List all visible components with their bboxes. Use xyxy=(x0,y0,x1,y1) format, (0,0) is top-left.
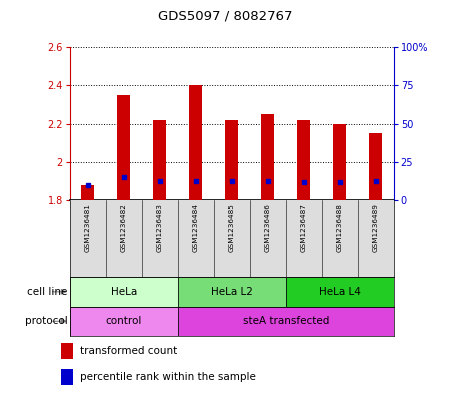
Bar xyxy=(117,95,130,200)
Text: GSM1236484: GSM1236484 xyxy=(193,203,199,252)
Bar xyxy=(286,277,394,307)
Bar xyxy=(153,120,166,200)
Text: GSM1236486: GSM1236486 xyxy=(265,203,271,252)
Bar xyxy=(178,277,286,307)
Text: steA transfected: steA transfected xyxy=(243,316,329,326)
Text: GSM1236489: GSM1236489 xyxy=(373,203,379,252)
Bar xyxy=(81,185,94,200)
Text: protocol: protocol xyxy=(25,316,68,326)
Bar xyxy=(70,277,178,307)
Text: transformed count: transformed count xyxy=(80,346,177,356)
Bar xyxy=(225,120,238,200)
Text: GSM1236487: GSM1236487 xyxy=(301,203,307,252)
Bar xyxy=(369,133,382,200)
Text: percentile rank within the sample: percentile rank within the sample xyxy=(80,373,256,382)
Bar xyxy=(178,307,394,336)
Bar xyxy=(189,86,202,200)
Text: control: control xyxy=(106,316,142,326)
Text: GSM1236488: GSM1236488 xyxy=(337,203,343,252)
Text: GSM1236483: GSM1236483 xyxy=(157,203,163,252)
Text: HeLa L4: HeLa L4 xyxy=(319,287,361,297)
Text: HeLa L2: HeLa L2 xyxy=(211,287,253,297)
Bar xyxy=(333,124,346,200)
Text: cell line: cell line xyxy=(27,287,68,297)
Text: GDS5097 / 8082767: GDS5097 / 8082767 xyxy=(158,10,292,23)
Bar xyxy=(297,120,310,200)
Text: GSM1236485: GSM1236485 xyxy=(229,203,235,252)
Text: GSM1236482: GSM1236482 xyxy=(121,203,127,252)
Text: HeLa: HeLa xyxy=(111,287,137,297)
Text: GSM1236481: GSM1236481 xyxy=(85,203,91,252)
Bar xyxy=(61,369,73,386)
Bar xyxy=(61,343,73,359)
Bar xyxy=(70,307,178,336)
Bar xyxy=(261,114,274,200)
